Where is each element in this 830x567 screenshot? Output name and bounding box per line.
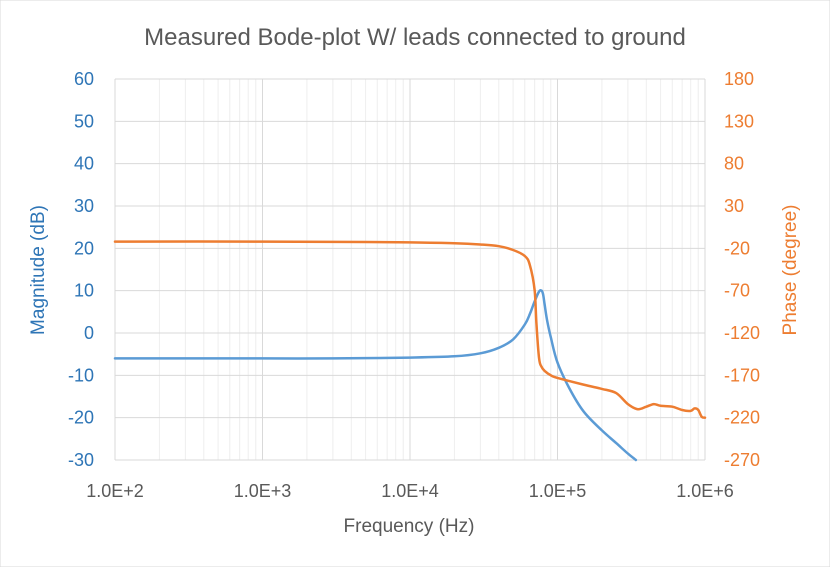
y-left-tick-label: 20 (74, 238, 94, 258)
y-left-tick-label: 40 (74, 154, 94, 174)
y-right-tick-label: 30 (724, 196, 744, 216)
y-right-tick-label: -70 (724, 281, 750, 301)
y-right-axis-title: Phase (degree) (780, 205, 801, 336)
chart-title: Measured Bode-plot W/ leads connected to… (144, 24, 686, 51)
phase-series-line (113, 240, 707, 419)
y-right-tick-label: -120 (724, 323, 760, 343)
y-right-tick-label: 180 (724, 69, 754, 89)
series-group (113, 240, 707, 462)
x-tick-label: 1.0E+5 (529, 481, 587, 501)
y-left-tick-label: 60 (74, 69, 94, 89)
y-left-axis-title: Magnitude (dB) (28, 205, 49, 335)
y-left-tick-label: 30 (74, 196, 94, 216)
y-left-tick-label: 0 (84, 323, 94, 343)
y-right-tick-label: 130 (724, 111, 754, 131)
x-tick-label: 1.0E+2 (86, 481, 144, 501)
x-tick-label: 1.0E+6 (676, 481, 734, 501)
y-right-tick-label: 80 (724, 154, 744, 174)
x-tick-label: 1.0E+3 (234, 481, 292, 501)
y-left-tick-label: 10 (74, 281, 94, 301)
x-tick-labels: 1.0E+2 1.0E+3 1.0E+4 1.0E+5 1.0E+6 (86, 481, 734, 501)
magnitude-series-line (113, 288, 638, 462)
y-left-tick-label: -30 (68, 450, 94, 470)
y-right-tick-label: -20 (724, 238, 750, 258)
y-left-tick-labels: -30 -20 -10 0 10 20 30 40 50 60 (68, 69, 94, 470)
x-tick-label: 1.0E+4 (381, 481, 439, 501)
grid (114, 78, 706, 461)
y-right-tick-label: -170 (724, 365, 760, 385)
y-right-tick-label: -270 (724, 450, 760, 470)
y-left-tick-label: -20 (68, 408, 94, 428)
y-right-tick-labels: -270 -220 -170 -120 -70 -20 30 80 130 180 (724, 69, 760, 470)
y-left-tick-label: 50 (74, 111, 94, 131)
y-right-tick-label: -220 (724, 408, 760, 428)
y-left-tick-label: -10 (68, 365, 94, 385)
x-axis-title: Frequency (Hz) (344, 516, 475, 537)
